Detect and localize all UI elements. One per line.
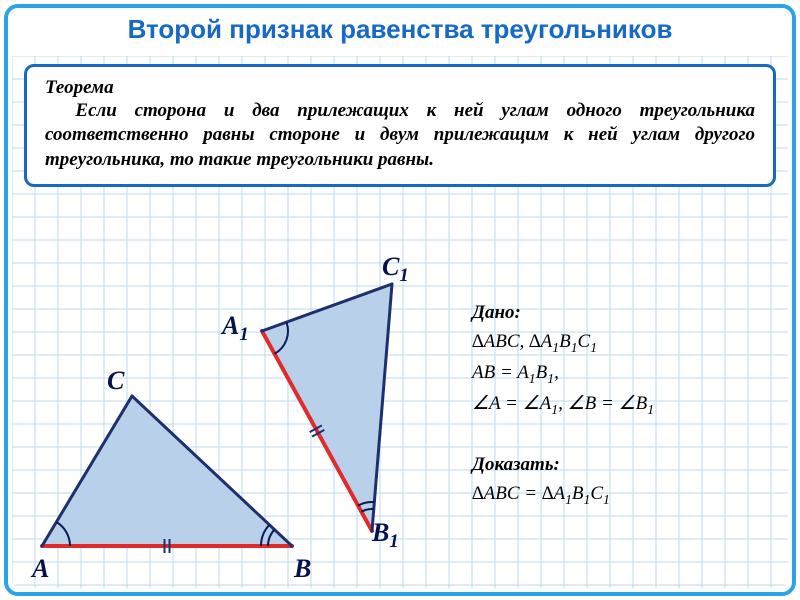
proof-block: Дано: ∆ABC, ∆A1B1C1 AB = A1B1, ∠A = ∠A1, ∠B… <box>472 298 654 510</box>
prove-line: ∆ABC = ∆A1B1C1 <box>472 483 610 504</box>
given-label: Дано: <box>472 302 521 323</box>
vertex-label-B: B <box>294 554 311 584</box>
given-line: ∆ABC, ∆A1B1C1 <box>472 331 597 352</box>
vertex-label-A1: A1 <box>222 311 249 346</box>
vertex-label-A: A <box>32 554 49 584</box>
prove-label: Доказать: <box>472 454 560 475</box>
given-line: AB = A1B1, <box>472 362 559 383</box>
vertex-label-C1: C1 <box>382 252 409 287</box>
given-line: ∠A = ∠A1, ∠B = ∠B1 <box>472 393 654 414</box>
content-area: Теорема Если сторона и два прилежащих к … <box>12 56 788 588</box>
vertex-label-C: C <box>107 366 124 396</box>
vertex-label-B1: B1 <box>372 518 399 553</box>
page-title: Второй признак равенства треугольников <box>0 14 800 45</box>
